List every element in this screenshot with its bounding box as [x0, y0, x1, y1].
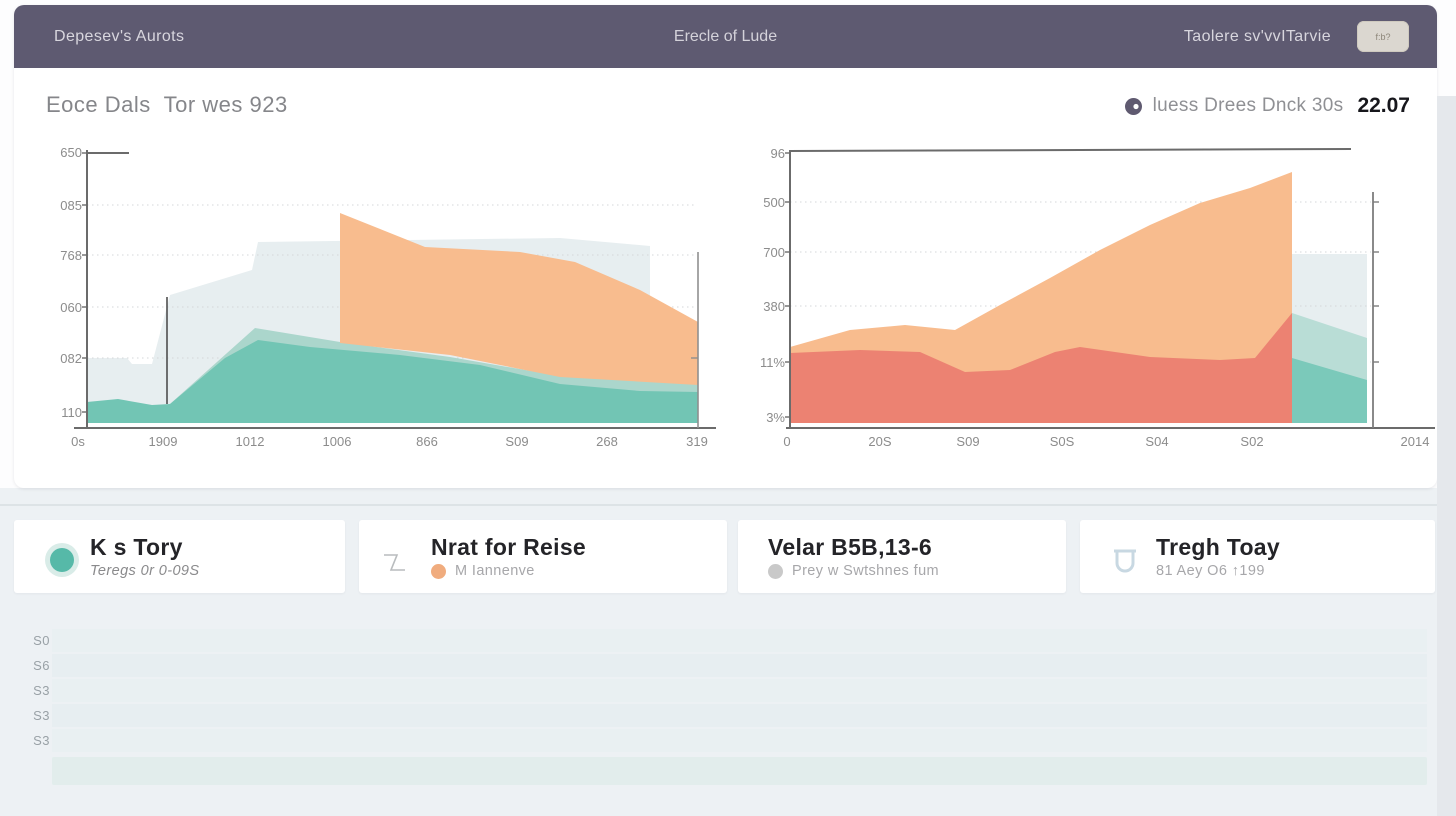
stat-card-subtitle: M Iannenve	[455, 563, 535, 579]
svg-text:2014: 2014	[1401, 434, 1430, 449]
legend-value: 22.07	[1357, 94, 1410, 117]
table-row[interactable]	[52, 654, 1427, 677]
svg-text:96: 96	[771, 146, 785, 161]
svg-text:268: 268	[596, 434, 618, 449]
app-title: Depesev's Aurots	[54, 27, 185, 45]
svg-text:700: 700	[763, 245, 785, 260]
svg-text:S04: S04	[1145, 434, 1168, 449]
svg-text:650: 650	[60, 145, 82, 160]
navbar-action-button[interactable]: f:b?	[1357, 21, 1409, 52]
svg-text:1012: 1012	[236, 434, 265, 449]
page-right-gutter	[1437, 96, 1456, 816]
svg-text:319: 319	[686, 434, 708, 449]
right-area-chart: 96 500 700 380 11% 3% 0 20S S09 S0S S04 S02 2014	[760, 146, 1435, 449]
svg-text:3%: 3%	[766, 410, 785, 425]
navbar-center-title: Erecle of Lude	[673, 27, 778, 45]
svg-text:S09: S09	[505, 434, 528, 449]
stat-card-2[interactable]: Nrat for Reise M Iannenve	[359, 520, 727, 593]
stat-card-subtitle: Prey w Swtshnes fum	[792, 563, 940, 579]
svg-text:S02: S02	[1240, 434, 1263, 449]
stat-card-1[interactable]: K s Tory Teregs 0r 0-09S	[14, 520, 345, 593]
chart-legend[interactable]: luess Drees Dnck 30s 22.07	[1124, 94, 1410, 118]
svg-text:082: 082	[60, 351, 82, 366]
table-row[interactable]	[52, 704, 1427, 727]
legend-label: luess Drees Dnck 30s	[1152, 95, 1344, 116]
stat-card-subtitle: Teregs 0r 0-09S	[90, 563, 200, 579]
teal-circle-icon	[50, 547, 74, 572]
svg-text:866: 866	[416, 434, 438, 449]
svg-text:20S: 20S	[868, 434, 891, 449]
stat-card-title: Tregh Toay	[1156, 534, 1280, 560]
svg-text:060: 060	[60, 300, 82, 315]
top-navbar: Depesev's Aurots Erecle of Lude Taolere …	[14, 5, 1437, 68]
row-label: S0	[33, 633, 50, 648]
legend-dot-icon	[1124, 97, 1142, 115]
row-label: S3	[33, 708, 50, 723]
table-row[interactable]	[52, 679, 1427, 702]
table-row[interactable]	[52, 729, 1427, 752]
cup-icon	[1114, 549, 1136, 572]
table-row[interactable]	[52, 629, 1427, 652]
left-area-chart: 650 085 768 060 082 110 0s 1909 1012 1006 866 S09 26…	[60, 145, 716, 449]
navbar-right-title[interactable]: Taolere sv'vvITarvie	[1183, 27, 1331, 45]
svg-text:380: 380	[763, 299, 785, 314]
svg-text:110: 110	[61, 405, 82, 420]
table-highlight-row[interactable]	[52, 757, 1427, 785]
svg-text:1006: 1006	[323, 434, 352, 449]
stat-card-title: K s Tory	[90, 534, 183, 560]
stat-card-4[interactable]: Tregh Toay 81 Aey O6 ↑199	[1080, 520, 1435, 593]
row-label: S3	[33, 683, 50, 698]
stat-card-3[interactable]: Velar B5B,13-6 Prey w Swtshnes fum	[738, 520, 1066, 593]
svg-text:S0S: S0S	[1050, 434, 1075, 449]
orange-dot-icon	[431, 563, 446, 579]
row-label: S6	[33, 658, 50, 673]
stat-card-title: Velar B5B,13-6	[768, 534, 933, 560]
svg-text:768: 768	[60, 248, 82, 263]
gray-dot-icon	[768, 563, 783, 579]
svg-text:0s: 0s	[71, 434, 85, 449]
stat-card-title: Nrat for Reise	[431, 534, 587, 560]
svg-text:500: 500	[763, 195, 785, 210]
page-title: Eoce Dals Tor wes 923	[46, 92, 288, 117]
section-divider	[0, 504, 1456, 506]
svg-text:0: 0	[783, 434, 790, 449]
svg-text:S09: S09	[956, 434, 979, 449]
stat-card-subtitle: 81 Aey O6 ↑199	[1156, 563, 1265, 579]
svg-text:1909: 1909	[149, 434, 178, 449]
svg-text:11%: 11%	[760, 355, 785, 370]
svg-text:085: 085	[60, 198, 82, 213]
row-label: S3	[33, 733, 50, 748]
zigzag-arrow-icon	[384, 553, 405, 571]
